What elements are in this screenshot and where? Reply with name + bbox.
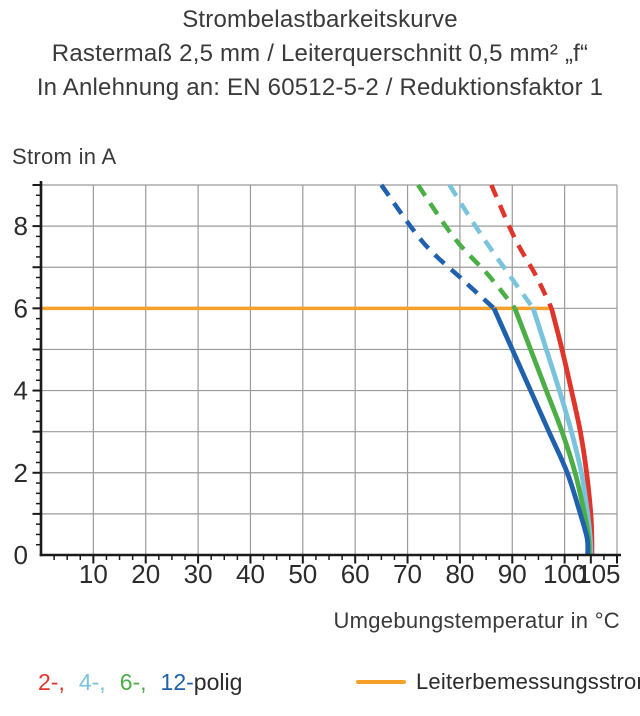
x-tick-label: 20 xyxy=(131,559,160,589)
x-tick-label: 70 xyxy=(393,559,422,589)
reference-line-swatch xyxy=(356,680,406,684)
x-tick-label: 50 xyxy=(288,559,317,589)
curve-2-polig-dashed xyxy=(489,184,554,310)
chart-title-line3: In Anlehnung an: EN 60512-5-2 / Reduktio… xyxy=(36,74,604,101)
legend-poles: 2-, 4-, 6-, 12- polig xyxy=(38,669,242,696)
y-tick-label: 8 xyxy=(14,211,28,241)
curve-4-polig-dashed xyxy=(447,183,536,310)
legend-item-4-polig: 4-, xyxy=(78,669,106,695)
y-tick-label: 0 xyxy=(14,540,28,570)
chart-title-line1: Strombelastbarkeitskurve xyxy=(182,6,458,33)
curve-12-polig-solid xyxy=(491,307,591,556)
legend-item-12-polig: 12- xyxy=(160,669,194,695)
x-tick-label: 40 xyxy=(236,559,265,589)
y-tick-label: 2 xyxy=(14,458,28,488)
legend-reference-line: Leiterbemessungsstrom xyxy=(356,669,640,695)
x-tick-label: 105 xyxy=(577,559,620,589)
legend-item-2-polig: 2-, xyxy=(38,669,65,695)
y-tick-label: 4 xyxy=(14,376,28,406)
legend-item-6-polig: 6-, xyxy=(119,669,147,695)
chart-title-block: Strombelastbarkeitskurve Rastermaß 2,5 m… xyxy=(0,3,640,105)
curve-12-polig-dashed xyxy=(379,183,496,310)
x-tick-label: 100 xyxy=(543,559,586,589)
x-tick-label: 60 xyxy=(341,559,370,589)
curve-6-polig-dashed xyxy=(416,183,517,310)
chart-title-line2: Rastermaß 2,5 mm / Leiterquerschnitt 0,5… xyxy=(51,40,589,67)
reference-line-label: Leiterbemessungsstrom xyxy=(416,669,640,694)
legend-suffix-polig: polig xyxy=(193,669,243,695)
y-axis-title: Strom in A xyxy=(12,144,117,169)
x-tick-label: 10 xyxy=(79,559,108,589)
y-tick-label: 6 xyxy=(14,293,28,323)
x-tick-label: 30 xyxy=(184,559,213,589)
x-tick-label: 90 xyxy=(498,559,527,589)
x-tick-label: 80 xyxy=(445,559,474,589)
x-axis-title: Umgebungstemperatur in °C xyxy=(333,608,620,633)
